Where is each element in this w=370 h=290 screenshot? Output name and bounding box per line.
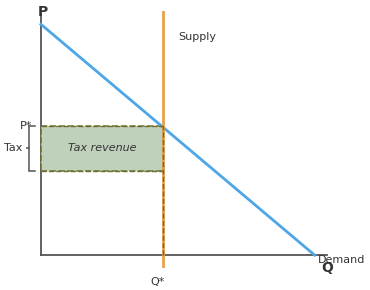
Text: P*: P* <box>20 121 33 130</box>
Text: Tax revenue: Tax revenue <box>67 143 136 153</box>
Text: Tax: Tax <box>4 143 22 153</box>
Bar <box>41 126 162 171</box>
Text: Demand: Demand <box>318 255 365 265</box>
Text: Q*: Q* <box>151 277 165 287</box>
Text: Q: Q <box>321 261 333 275</box>
Text: P: P <box>37 5 48 19</box>
Text: Supply: Supply <box>178 32 216 42</box>
